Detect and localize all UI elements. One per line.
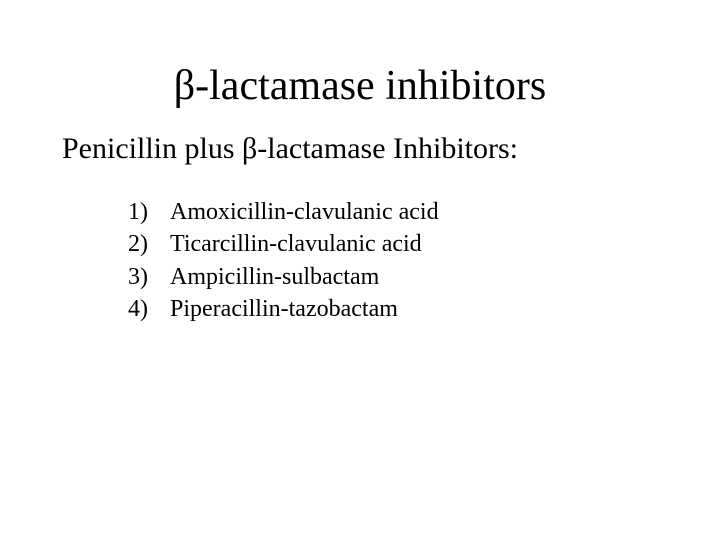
slide-title: β-lactamase inhibitors bbox=[0, 62, 720, 110]
list-item-text: Ampicillin-sulbactam bbox=[170, 261, 720, 293]
list-item-number: 1) bbox=[128, 196, 170, 228]
list-item-text: Amoxicillin-clavulanic acid bbox=[170, 196, 720, 228]
list-item-text: Ticarcillin-clavulanic acid bbox=[170, 228, 720, 260]
list-item: 2) Ticarcillin-clavulanic acid bbox=[128, 228, 720, 260]
list-item-number: 4) bbox=[128, 293, 170, 325]
list-item: 3) Ampicillin-sulbactam bbox=[128, 261, 720, 293]
list-item: 1) Amoxicillin-clavulanic acid bbox=[128, 196, 720, 228]
slide-subtitle: Penicillin plus β-lactamase Inhibitors: bbox=[0, 132, 720, 166]
slide: β-lactamase inhibitors Penicillin plus β… bbox=[0, 0, 720, 540]
list-item-text: Piperacillin-tazobactam bbox=[170, 293, 720, 325]
list-item-number: 3) bbox=[128, 261, 170, 293]
list-item: 4) Piperacillin-tazobactam bbox=[128, 293, 720, 325]
combination-list: 1) Amoxicillin-clavulanic acid 2) Ticarc… bbox=[0, 196, 720, 326]
list-item-number: 2) bbox=[128, 228, 170, 260]
